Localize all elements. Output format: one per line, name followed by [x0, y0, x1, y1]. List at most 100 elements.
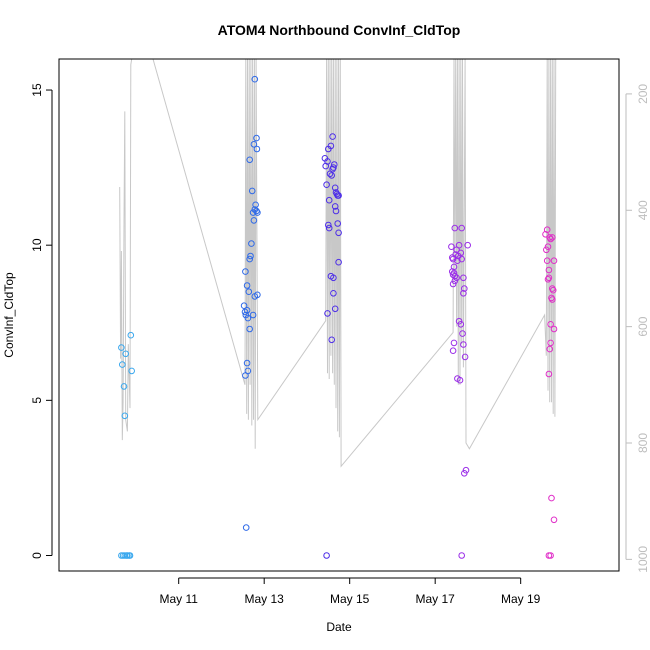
data-point	[324, 310, 331, 317]
data-point	[324, 158, 331, 165]
data-point	[253, 145, 261, 153]
data-point	[247, 252, 254, 260]
data-point	[458, 552, 466, 559]
data-point	[448, 243, 455, 250]
series-4	[448, 224, 472, 559]
data-point	[335, 258, 342, 266]
data-point	[550, 257, 558, 265]
data-point	[450, 339, 458, 347]
data-point	[545, 266, 553, 274]
data-point	[254, 209, 261, 216]
series-1	[118, 331, 135, 559]
data-point	[328, 336, 336, 344]
data-point	[248, 240, 255, 247]
data-point	[249, 311, 257, 319]
right-tick-label: 600	[636, 316, 650, 336]
data-point	[461, 470, 468, 477]
data-point	[543, 226, 551, 233]
y-tick-label: 10	[30, 238, 44, 252]
x-tick-label: May 11	[159, 592, 198, 606]
data-point	[546, 345, 554, 353]
data-point	[243, 282, 251, 289]
data-point	[451, 277, 459, 285]
data-point	[332, 207, 340, 215]
data-point	[449, 347, 457, 355]
x-tick-label: May 17	[416, 592, 456, 606]
data-point	[329, 133, 336, 140]
data-point	[454, 257, 461, 265]
data-point	[325, 224, 333, 232]
data-point	[461, 353, 469, 361]
data-point	[331, 184, 339, 192]
data-point	[547, 339, 554, 347]
data-point	[460, 274, 467, 282]
series-2	[240, 75, 261, 531]
data-point	[543, 257, 551, 265]
data-point	[545, 370, 553, 378]
data-point	[244, 314, 252, 322]
data-point	[548, 494, 555, 502]
data-point	[328, 172, 336, 179]
pressure-layer	[119, 59, 557, 468]
data-point	[250, 141, 258, 148]
plot-frame	[58, 58, 620, 572]
data-point	[460, 290, 467, 297]
data-point	[547, 235, 554, 243]
data-point	[252, 201, 259, 209]
y-axis-label: ConvInf_CldTop	[2, 272, 16, 358]
data-point	[335, 192, 342, 199]
data-point	[451, 272, 459, 280]
y-tick-label: 0	[30, 552, 44, 559]
data-point	[550, 516, 558, 524]
data-point	[545, 274, 553, 282]
data-point	[243, 307, 251, 314]
data-point	[457, 321, 465, 328]
right-tick-label: 200	[636, 84, 650, 104]
data-point	[253, 134, 260, 142]
data-point	[244, 367, 252, 375]
data-point	[464, 241, 472, 249]
data-point	[547, 552, 554, 559]
data-point	[547, 321, 554, 328]
data-point	[246, 325, 253, 333]
data-point	[119, 361, 126, 368]
x-axis: May 11 May 13 May 15 May 17 May 19	[159, 577, 541, 606]
data-point	[461, 285, 468, 292]
data-point	[323, 552, 330, 559]
chart-title: ATOM4 Northbound ConvInf_CldTop	[218, 22, 461, 38]
right-tick-label: 400	[636, 200, 650, 220]
x-axis-label: Date	[326, 620, 352, 634]
data-point	[246, 156, 253, 164]
y-tick-label: 5	[30, 397, 44, 404]
data-point	[550, 325, 558, 333]
x-tick-label: May 15	[330, 592, 370, 606]
series-5	[542, 226, 558, 559]
data-point	[325, 221, 332, 229]
data-point	[456, 376, 464, 384]
data-point	[243, 359, 251, 367]
points-layer	[118, 75, 558, 559]
y-tick-label: 15	[30, 83, 44, 97]
data-point	[128, 367, 135, 375]
data-point	[459, 330, 466, 337]
data-point	[451, 224, 459, 232]
data-point	[549, 296, 556, 303]
data-point	[549, 286, 557, 294]
x-tick-label: May 13	[245, 592, 285, 606]
data-point	[246, 255, 253, 263]
pressure-line	[119, 59, 557, 468]
data-point	[335, 229, 342, 237]
data-point	[334, 220, 342, 227]
data-point	[460, 341, 467, 348]
data-point	[242, 524, 250, 531]
data-point	[240, 302, 248, 310]
series-3	[321, 133, 342, 559]
data-point	[327, 142, 335, 150]
data-point	[325, 196, 333, 204]
data-point	[121, 412, 129, 420]
data-point	[254, 291, 261, 299]
data-point	[544, 276, 552, 283]
right-tick-label: 800	[636, 433, 650, 453]
data-point	[330, 164, 337, 171]
